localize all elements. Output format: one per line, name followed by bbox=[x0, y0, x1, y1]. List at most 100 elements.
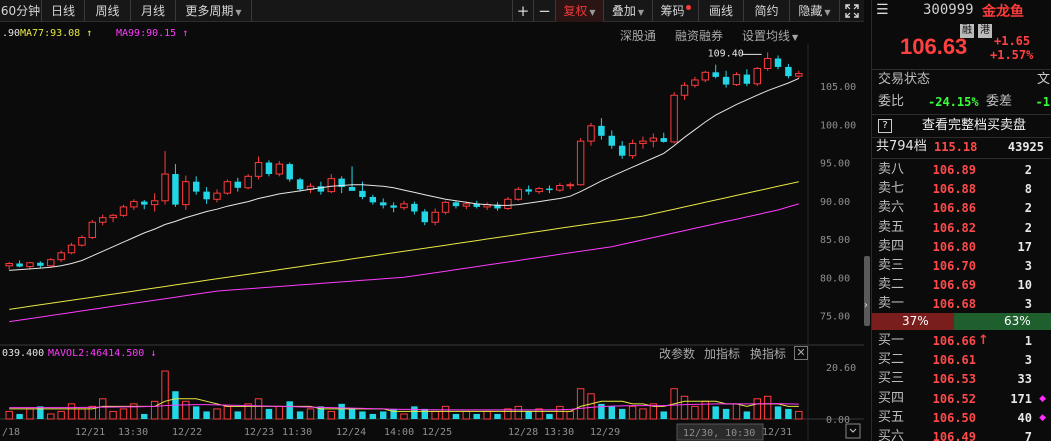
chart-scrollbar[interactable] bbox=[864, 256, 870, 326]
period-week-button[interactable]: 周线 bbox=[85, 0, 131, 22]
bid-level-price: 106.49 bbox=[932, 430, 976, 441]
mavol1-value: 039.400 bbox=[2, 348, 45, 359]
candle-body bbox=[639, 140, 647, 144]
bid-level-row[interactable]: 买六 106.49 7 bbox=[872, 427, 1051, 441]
ask-level-row[interactable]: 卖三 106.70 3 bbox=[872, 256, 1051, 276]
volume-bar bbox=[16, 413, 23, 419]
bid-level-price: 106.52 bbox=[932, 391, 976, 406]
expand-arrows-icon[interactable] bbox=[840, 0, 864, 22]
volume-bar bbox=[37, 406, 44, 419]
volume-bar bbox=[380, 411, 387, 419]
chevron-down-icon: ▼ bbox=[637, 8, 645, 17]
volume-bar bbox=[150, 400, 159, 420]
ask-level-row[interactable]: 卖二 106.69 10 bbox=[872, 275, 1051, 295]
candle bbox=[473, 200, 480, 209]
candle-body bbox=[150, 200, 159, 206]
help-icon[interactable]: ? bbox=[878, 119, 892, 133]
date-tick-label: 13:30 bbox=[118, 427, 148, 438]
menu-icon[interactable]: ☰ bbox=[876, 2, 889, 18]
date-tick-label: 12/22 bbox=[172, 427, 202, 438]
period-day-button[interactable]: 日线 bbox=[42, 0, 85, 22]
hk-connect-link[interactable]: 深股通 bbox=[620, 29, 657, 43]
ask-level-name: 卖一 bbox=[878, 296, 905, 312]
chevron-down-icon: ▼ bbox=[235, 8, 242, 17]
candle-body bbox=[88, 221, 97, 239]
ask-level-row[interactable]: 卖七 106.88 8 bbox=[872, 179, 1051, 199]
volume-bar bbox=[473, 413, 480, 419]
volume-bar bbox=[26, 408, 34, 420]
candle bbox=[763, 52, 772, 71]
candle bbox=[5, 261, 13, 270]
ask-level-name: 卖八 bbox=[878, 162, 905, 177]
period-60min-button[interactable]: 60分钟 bbox=[0, 0, 42, 22]
volume-bar bbox=[213, 408, 221, 420]
candle-body bbox=[47, 259, 55, 267]
candle bbox=[411, 201, 418, 215]
candle bbox=[369, 194, 377, 205]
volume-bar bbox=[691, 405, 699, 420]
ask-level-volume: 2 bbox=[1024, 220, 1032, 235]
full-order-book-link[interactable]: ? 查看完整档买卖盘 bbox=[872, 116, 1051, 136]
volume-bar bbox=[660, 411, 667, 419]
bid-level-row[interactable]: 买四 106.52 171 ◆ bbox=[872, 389, 1051, 409]
stock-name: 金龙鱼 bbox=[982, 4, 1024, 20]
volume-bar bbox=[441, 405, 450, 420]
add-indicator-link[interactable]: 加指标 bbox=[704, 347, 741, 361]
volume-bar bbox=[98, 398, 107, 420]
candle-body bbox=[649, 137, 658, 142]
adjust-rights-dropdown[interactable]: 复权 ▼ bbox=[556, 0, 604, 22]
candle-body bbox=[327, 178, 335, 193]
candle-body bbox=[244, 175, 252, 189]
candle-body bbox=[234, 181, 241, 188]
zoom-out-button[interactable]: − bbox=[534, 0, 556, 22]
volume-bar bbox=[109, 410, 117, 420]
ask-level-row[interactable]: 卖一 106.68 3 bbox=[872, 294, 1051, 314]
candle-body bbox=[254, 162, 263, 177]
change-params-link[interactable]: 改参数 bbox=[659, 347, 696, 361]
set-ma-dropdown[interactable]: 设置均线 ▼ bbox=[742, 29, 799, 43]
ma-short-line bbox=[9, 77, 800, 271]
more-periods-dropdown[interactable]: 更多周期 ▼ bbox=[176, 0, 252, 22]
margin-trading-link[interactable]: 融资融券 bbox=[675, 29, 724, 43]
zoom-in-button[interactable]: + bbox=[512, 0, 534, 22]
ask-level-row[interactable]: 卖六 106.86 2 bbox=[872, 198, 1051, 218]
bid-level-name: 买四 bbox=[878, 390, 905, 406]
candle bbox=[47, 258, 55, 268]
candle bbox=[275, 161, 284, 177]
candle bbox=[348, 166, 356, 191]
period-month-button[interactable]: 月线 bbox=[131, 0, 176, 22]
collapse-arrow-icon[interactable]: › bbox=[864, 300, 868, 311]
candle-body bbox=[763, 58, 772, 69]
candle-body bbox=[182, 181, 190, 206]
volume-bar bbox=[141, 413, 148, 419]
candle bbox=[712, 64, 719, 79]
candle-body bbox=[203, 191, 210, 200]
hide-dropdown[interactable]: 隐藏 ▼ bbox=[790, 0, 840, 22]
volume-bar bbox=[743, 411, 751, 419]
candle-body bbox=[286, 164, 293, 180]
kline-chart[interactable]: 109.40 105.00 100.00 95.00 90.00 85.00 80.00 7… bbox=[0, 22, 864, 441]
bid-level-row[interactable]: 买二 106.61 3 bbox=[872, 350, 1051, 370]
date-tick-label: 12/21 bbox=[75, 427, 105, 438]
draw-line-button[interactable]: 画线 bbox=[699, 0, 744, 22]
ask-level-row[interactable]: 卖四 106.80 17 bbox=[872, 237, 1051, 257]
candle bbox=[172, 164, 179, 207]
candle-body bbox=[660, 138, 667, 142]
simple-mode-button[interactable]: 简约 bbox=[744, 0, 790, 22]
price-tick-label: 85.00 bbox=[820, 235, 850, 246]
ma77-value: MA77:93.08 ↑ bbox=[20, 28, 93, 39]
candle-body bbox=[712, 72, 719, 77]
ask-level-row[interactable]: 卖八 106.89 2 bbox=[872, 160, 1051, 180]
chips-button[interactable]: 筹码 bbox=[653, 0, 699, 22]
close-icon[interactable]: ✕ bbox=[794, 346, 808, 360]
volume-bar bbox=[618, 408, 626, 419]
bid-level-row[interactable]: 买五 106.50 40 ◆ bbox=[872, 408, 1051, 428]
bid-level-volume: 3 bbox=[1024, 353, 1032, 368]
ask-level-row[interactable]: 卖五 106.82 2 bbox=[872, 218, 1051, 238]
overlay-dropdown[interactable]: 叠加 ▼ bbox=[604, 0, 653, 22]
switch-indicator-link[interactable]: 换指标 bbox=[750, 347, 787, 361]
candle-body bbox=[172, 174, 179, 205]
bid-level-row[interactable]: 买三 106.53 33 bbox=[872, 369, 1051, 389]
candle bbox=[88, 219, 97, 240]
bid-level-row[interactable]: 买一 106.66 1 ↑ bbox=[872, 331, 1051, 351]
